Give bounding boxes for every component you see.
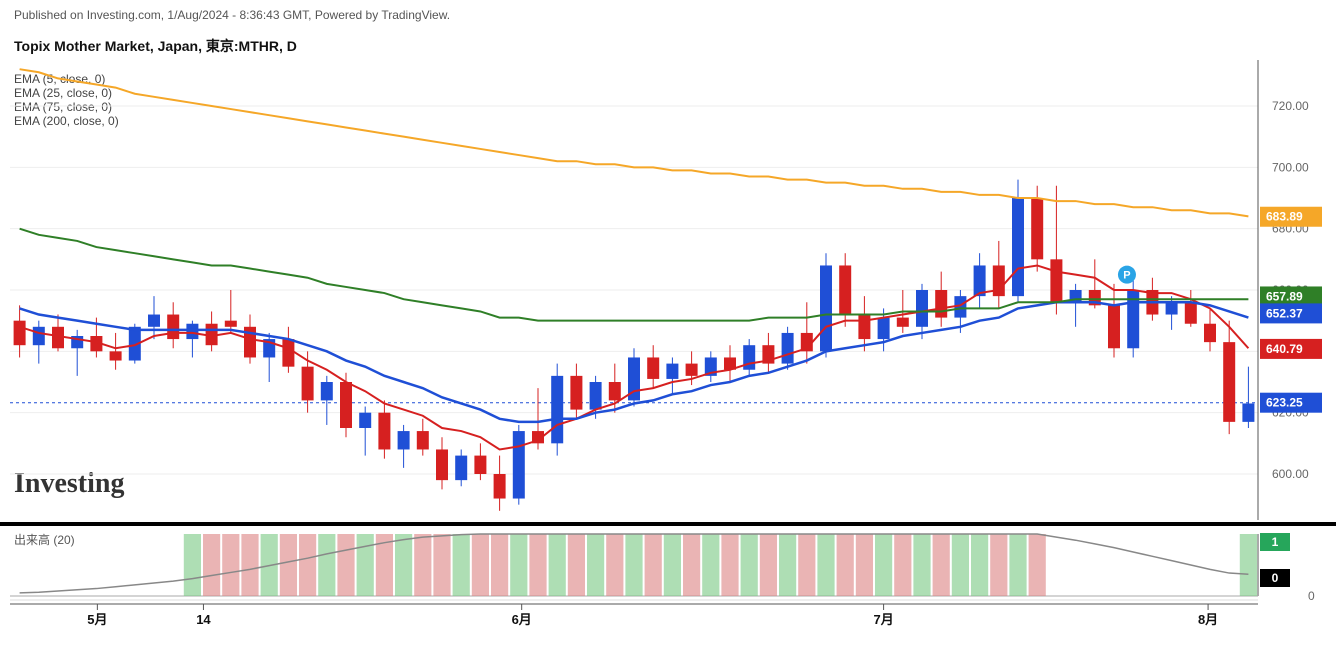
svg-text:623.25: 623.25	[1266, 396, 1303, 410]
svg-text:683.89: 683.89	[1266, 210, 1303, 224]
svg-text:652.37: 652.37	[1266, 306, 1303, 320]
svg-text:700.00: 700.00	[1272, 160, 1309, 174]
svg-text:600.00: 600.00	[1272, 467, 1309, 481]
svg-text:5月: 5月	[87, 612, 107, 627]
svg-text:720.00: 720.00	[1272, 99, 1309, 113]
svg-text:8月: 8月	[1198, 612, 1218, 627]
svg-text:640.79: 640.79	[1266, 342, 1303, 356]
svg-text:0: 0	[1308, 589, 1315, 603]
svg-text:0: 0	[1272, 571, 1279, 585]
svg-text:657.89: 657.89	[1266, 289, 1303, 303]
svg-text:14: 14	[196, 612, 211, 627]
svg-text:7月: 7月	[873, 612, 893, 627]
svg-text:6月: 6月	[512, 612, 532, 627]
svg-text:1: 1	[1272, 535, 1279, 549]
chart-canvas[interactable]: 600.00620.00640.00660.00680.00700.00720.…	[0, 0, 1336, 648]
svg-text:P: P	[1123, 270, 1130, 282]
